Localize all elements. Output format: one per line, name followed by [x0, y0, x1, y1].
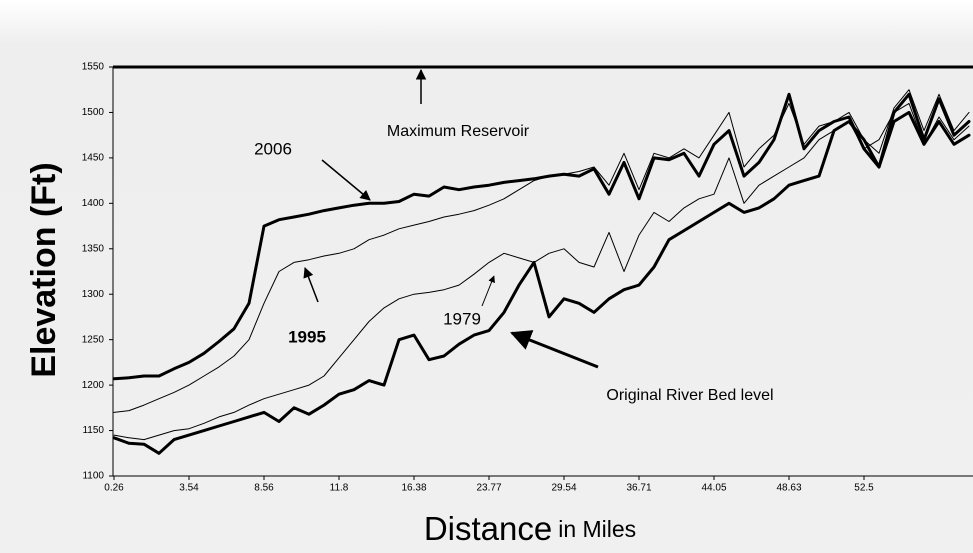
y-tick-label: 1200 [82, 380, 105, 391]
x-axis-title-sub: in Miles [558, 516, 636, 542]
x-axis-title: Distance in Miles [424, 510, 636, 547]
series-line [113, 89, 970, 413]
x-tick-label: 11.8 [330, 483, 349, 494]
reference-label: Maximum Reservoir [387, 123, 530, 140]
x-tick-label: 29.54 [551, 483, 576, 494]
arrow [321, 159, 371, 201]
y-tick-label: 1300 [82, 289, 105, 300]
arrow [481, 275, 495, 307]
x-tick-label: 3.54 [179, 483, 199, 494]
y-tick-label: 1450 [82, 153, 105, 164]
y-tick-label: 1100 [82, 471, 104, 482]
arrow [510, 330, 599, 369]
x-tick-label: 8.56 [254, 483, 274, 494]
x-tick-label: 48.63 [776, 483, 801, 494]
series-line [113, 102, 970, 441]
x-tick-label: 44.05 [701, 483, 726, 494]
x-tick-label: 52.5 [854, 483, 874, 494]
y-tick-label: 1400 [82, 198, 105, 209]
series-label: 2006 [254, 139, 292, 158]
y-tick-label: 1550 [82, 62, 105, 73]
series-line [112, 110, 971, 455]
x-tick-label: 36.71 [626, 483, 651, 494]
y-tick-label: 1350 [82, 243, 105, 254]
y-tick-label: 1250 [82, 334, 105, 345]
x-tick-label: 23.77 [476, 483, 501, 494]
y-axis-title: Elevation (Ft) [25, 162, 63, 377]
y-tick-label: 1150 [82, 425, 104, 436]
series-label: Original River Bed level [606, 387, 773, 404]
arrow [303, 267, 319, 303]
x-tick-label: 16.38 [401, 483, 426, 494]
series-label: 1995 [288, 327, 326, 346]
series-label: 1979 [443, 309, 481, 328]
x-tick-label: 0.26 [104, 483, 124, 494]
x-axis-title-main: Distance [424, 510, 552, 547]
y-tick-label: 1500 [82, 107, 105, 118]
series-line [112, 92, 971, 381]
